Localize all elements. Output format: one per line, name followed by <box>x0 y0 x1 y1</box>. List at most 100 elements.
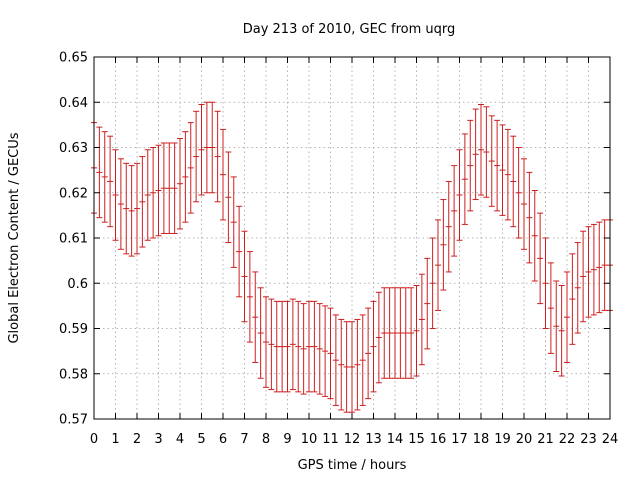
error-bar-point <box>585 226 592 318</box>
error-bar-point <box>187 122 194 214</box>
y-tick-label: 0.58 <box>59 367 88 382</box>
error-bar-point <box>327 307 334 400</box>
error-bar-point <box>332 314 339 406</box>
error-bar-point <box>349 321 355 413</box>
error-bar-point <box>177 137 183 230</box>
error-bar-point <box>569 253 576 345</box>
error-bar-point <box>488 115 495 207</box>
error-bar-point <box>155 144 162 237</box>
x-tick-label: 2 <box>133 432 141 447</box>
error-bar-point <box>144 149 151 241</box>
error-bar-point <box>558 285 565 377</box>
error-bar-point <box>289 298 296 391</box>
error-bar-point <box>123 162 130 255</box>
error-bar-point <box>494 119 501 212</box>
x-tick-label: 20 <box>516 432 533 447</box>
x-tick-label: 3 <box>154 432 162 447</box>
error-bar-point <box>467 119 474 212</box>
error-bar-point <box>445 180 452 273</box>
y-tick-label: 0.6 <box>67 277 88 292</box>
x-tick-label: 4 <box>176 432 184 447</box>
x-tick-label: 8 <box>262 432 270 447</box>
error-bar-point <box>354 318 361 411</box>
error-bar-point <box>451 165 458 257</box>
x-tick-label: 19 <box>494 432 511 447</box>
error-bar-point <box>381 287 388 379</box>
x-tick-label: 21 <box>537 432 554 447</box>
error-bar-point <box>392 287 398 379</box>
error-bar-point <box>134 162 140 255</box>
x-tick-label: 0 <box>90 432 98 447</box>
error-bar-point <box>225 151 232 244</box>
error-bar-point <box>306 300 312 393</box>
y-tick-label: 0.62 <box>59 186 88 201</box>
error-bar-point <box>386 287 393 379</box>
error-bar-point <box>510 135 517 228</box>
error-bar-point <box>160 142 167 234</box>
error-bar-point <box>397 287 404 379</box>
error-bar-point <box>284 300 291 393</box>
error-bar-point <box>203 101 210 194</box>
error-bar-point <box>112 149 119 241</box>
error-bar-point <box>370 300 377 393</box>
error-bar-point <box>236 205 243 298</box>
error-bar-point <box>273 300 280 393</box>
error-bar-point <box>547 262 554 354</box>
x-tick-label: 1 <box>111 432 119 447</box>
error-bar-point <box>214 110 221 203</box>
error-bar-point <box>209 101 216 194</box>
plot-frame <box>93 56 611 420</box>
error-bar-point <box>580 230 587 323</box>
error-bar-point <box>311 300 318 393</box>
x-tick-label: 9 <box>283 432 291 447</box>
error-bar-point <box>375 291 382 384</box>
error-bar-point <box>542 237 549 329</box>
error-bar-point <box>322 305 329 397</box>
error-bar-point <box>564 271 570 363</box>
error-bar-point <box>478 104 484 196</box>
error-bar-point <box>553 280 560 372</box>
error-bar-point <box>295 300 302 393</box>
error-bar-point <box>590 223 597 316</box>
x-tick-label: 14 <box>387 432 404 447</box>
error-bar-point <box>413 285 420 377</box>
error-bar-point <box>440 199 447 291</box>
error-bar-point <box>128 165 135 257</box>
x-tick-label: 7 <box>240 432 248 447</box>
error-bar-point <box>241 230 248 323</box>
error-bar-point <box>574 242 581 334</box>
error-bar-point <box>166 142 173 234</box>
error-bar-point <box>171 142 178 234</box>
error-bar-point <box>456 149 463 241</box>
chart-title: Day 213 of 2010, GEC from uqrg <box>243 22 456 37</box>
error-bar-point <box>596 221 603 314</box>
error-bar-point <box>365 307 372 400</box>
error-bar-point <box>300 303 307 395</box>
x-tick-label: 11 <box>322 432 339 447</box>
x-tick-label: 22 <box>559 432 576 447</box>
error-bar-point <box>246 251 253 343</box>
error-bar-point <box>435 219 441 311</box>
error-bar-point <box>268 298 275 391</box>
error-bar-point <box>526 171 533 264</box>
x-tick-label: 16 <box>430 432 447 447</box>
error-bar-point <box>96 126 103 219</box>
x-tick-label: 18 <box>473 432 490 447</box>
y-tick-label: 0.63 <box>59 141 88 156</box>
error-bar-point <box>220 128 226 221</box>
error-bar-point <box>531 189 538 282</box>
y-tick-label: 0.57 <box>59 413 88 428</box>
error-bar-point <box>230 176 237 268</box>
error-bar-point <box>343 321 350 413</box>
x-tick-label: 24 <box>602 432 619 447</box>
axes: 0 1 2 3 4 5 6 7 8 9 10 11 12 13 14 15 16 17 18 19 20 21 22 23 24… <box>59 51 618 448</box>
error-bar-point <box>263 296 269 388</box>
y-tick-label: 0.65 <box>59 51 88 66</box>
error-bar-point <box>316 303 323 395</box>
y-axis-label: Global Electron Content / GECUs <box>7 132 22 343</box>
error-bar-point <box>139 156 146 248</box>
x-tick-label: 5 <box>197 432 205 447</box>
y-tick-label: 0.64 <box>59 96 88 111</box>
error-bar-point <box>198 104 205 196</box>
